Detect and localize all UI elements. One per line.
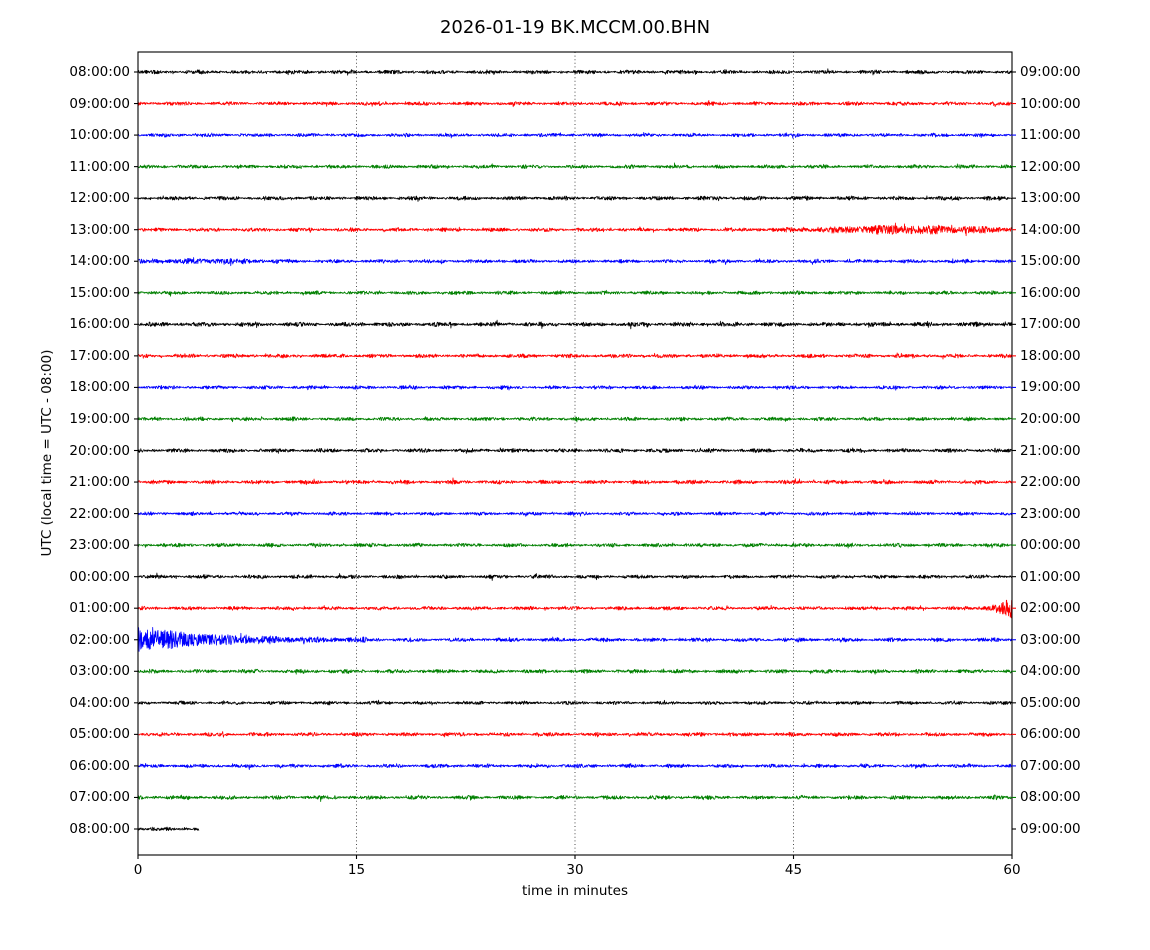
y-tick-label-right: 16:00:00 xyxy=(1020,284,1081,301)
y-tick-label-left: 01:00:00 xyxy=(69,600,130,617)
y-tick-label-right: 09:00:00 xyxy=(1020,64,1081,80)
y-tick-label-left: 12:00:00 xyxy=(69,190,130,207)
y-tick-label-right: 20:00:00 xyxy=(1020,410,1081,427)
y-tick-label-right: 19:00:00 xyxy=(1020,379,1081,396)
y-tick-label-left: 08:00:00 xyxy=(69,821,130,837)
y-tick-label-right: 21:00:00 xyxy=(1020,442,1081,459)
y-tick-label-right: 17:00:00 xyxy=(1020,316,1081,333)
y-tick-label-right: 01:00:00 xyxy=(1020,568,1081,585)
y-tick-label-right: 13:00:00 xyxy=(1020,190,1081,207)
y-tick-label-right: 23:00:00 xyxy=(1020,505,1081,522)
y-tick-label-left: 09:00:00 xyxy=(69,95,130,112)
y-tick-label-left: 16:00:00 xyxy=(69,316,130,333)
y-tick-label-left: 15:00:00 xyxy=(69,284,130,301)
y-tick-label-left: 02:00:00 xyxy=(69,631,130,648)
y-tick-label-left: 07:00:00 xyxy=(69,789,130,806)
y-tick-label-right: 03:00:00 xyxy=(1020,631,1081,648)
y-tick-label-right: 15:00:00 xyxy=(1020,253,1081,270)
y-tick-label-right: 05:00:00 xyxy=(1020,694,1081,711)
x-tick-label: 60 xyxy=(1003,862,1021,878)
y-tick-label-left: 19:00:00 xyxy=(69,410,130,427)
y-tick-label-right: 00:00:00 xyxy=(1020,537,1081,554)
x-tick-label: 0 xyxy=(133,862,143,878)
y-tick-label-left: 18:00:00 xyxy=(69,379,130,396)
y-tick-label-right: 09:00:00 xyxy=(1020,821,1081,837)
y-tick-label-right: 08:00:00 xyxy=(1020,789,1081,806)
y-tick-label-right: 22:00:00 xyxy=(1020,474,1081,491)
y-tick-label-left: 06:00:00 xyxy=(69,757,130,774)
y-tick-label-right: 12:00:00 xyxy=(1020,158,1081,175)
y-tick-label-left: 08:00:00 xyxy=(69,64,130,80)
y-tick-label-left: 05:00:00 xyxy=(69,726,130,743)
y-tick-label-left: 23:00:00 xyxy=(69,537,130,554)
y-tick-label-right: 07:00:00 xyxy=(1020,757,1081,774)
y-tick-label-left: 22:00:00 xyxy=(69,505,130,522)
y-tick-label-left: 17:00:00 xyxy=(69,347,130,364)
y-tick-label-right: 11:00:00 xyxy=(1020,127,1081,144)
y-tick-label-left: 14:00:00 xyxy=(69,253,130,270)
y-tick-label-right: 14:00:00 xyxy=(1020,221,1081,238)
x-tick-label: 45 xyxy=(784,862,803,878)
x-tick-label: 15 xyxy=(347,862,366,878)
y-tick-label-right: 10:00:00 xyxy=(1020,95,1081,112)
y-tick-label-right: 02:00:00 xyxy=(1020,600,1081,617)
y-tick-label-left: 04:00:00 xyxy=(69,694,130,711)
y-tick-label-left: 13:00:00 xyxy=(69,221,130,238)
y-tick-label-right: 04:00:00 xyxy=(1020,663,1081,680)
y-tick-label-left: 11:00:00 xyxy=(69,158,130,175)
y-tick-label-left: 03:00:00 xyxy=(69,663,130,680)
y-tick-label-left: 10:00:00 xyxy=(69,127,130,144)
y-tick-label-left: 20:00:00 xyxy=(69,442,130,459)
x-axis-label: time in minutes xyxy=(521,883,629,899)
page-title: 2026-01-19 BK.MCCM.00.BHN xyxy=(439,17,711,38)
y-tick-label-right: 06:00:00 xyxy=(1020,726,1081,743)
x-tick-label: 30 xyxy=(566,862,584,878)
y-tick-label-left: 00:00:00 xyxy=(69,568,130,585)
y-tick-label-right: 18:00:00 xyxy=(1020,347,1081,364)
y-tick-label-left: 21:00:00 xyxy=(69,474,130,491)
